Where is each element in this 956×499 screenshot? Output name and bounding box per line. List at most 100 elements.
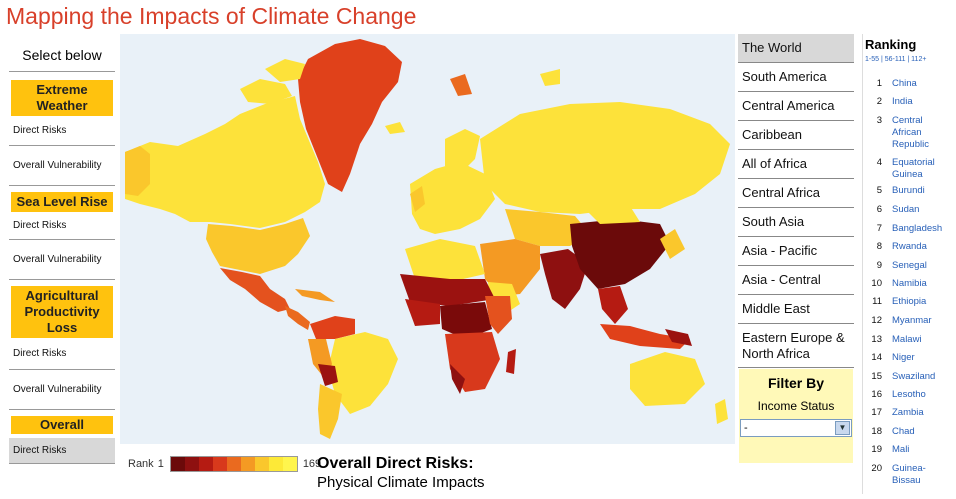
rank-country[interactable]: Lesotho — [892, 389, 926, 400]
sea-level-rise-direct-risks[interactable]: Direct Risks — [9, 212, 115, 240]
region-item-caribbean[interactable]: Caribbean — [738, 121, 854, 150]
ranking-row[interactable]: 8 Rwanda — [865, 241, 952, 253]
region-west-africa — [405, 299, 440, 326]
region-item-eastern-europe-north-africa[interactable]: Eastern Europe & North Africa — [738, 324, 854, 368]
rank-country[interactable]: Mali — [892, 444, 910, 455]
rank-country[interactable]: China — [892, 78, 917, 89]
region-item-all-of-africa[interactable]: All of Africa — [738, 150, 854, 179]
region-uk — [410, 186, 425, 212]
rank-number: 1 — [876, 78, 882, 89]
ranking-panel: Ranking 1-55 | 56-111 | 112+ 1 China 2 Ind… — [862, 34, 952, 494]
region-item-south-america[interactable]: South America — [738, 63, 854, 92]
agricultural-direct-risks[interactable]: Direct Risks — [9, 338, 115, 370]
region-southern-africa — [445, 332, 500, 392]
income-status-select[interactable]: - ▼ — [740, 419, 852, 437]
region-item-central-africa[interactable]: Central Africa — [738, 179, 854, 208]
category-sidebar: Select below Extreme Weather Direct Risk… — [9, 38, 115, 464]
rank-country[interactable]: Myanmar — [892, 315, 932, 326]
category-sea-level-rise[interactable]: Sea Level Rise — [11, 192, 113, 212]
ranking-row[interactable]: 15 Swaziland — [865, 371, 952, 383]
region-brazil — [328, 332, 398, 414]
extreme-weather-direct-risks[interactable]: Direct Risks — [9, 116, 115, 146]
region-svalbard — [450, 74, 472, 96]
ranking-row[interactable]: 6 Sudan — [865, 204, 952, 216]
rank-country[interactable]: Swaziland — [892, 371, 936, 382]
legend-swatch — [240, 457, 255, 471]
region-item-south-asia[interactable]: South Asia — [738, 208, 854, 237]
ranking-row[interactable]: 13 Malawi — [865, 334, 952, 346]
rank-country[interactable]: Senegal — [892, 260, 927, 271]
rank-country[interactable]: Rwanda — [892, 241, 927, 252]
region-iceland — [385, 122, 405, 134]
rank-country[interactable]: Equatorial Guinea — [892, 157, 935, 180]
region-item-middle-east[interactable]: Middle East — [738, 295, 854, 324]
region-arctic-islands — [240, 79, 292, 104]
rank-country[interactable]: Zambia — [892, 407, 924, 418]
extreme-weather-overall-vulnerability[interactable]: Overall Vulnerability — [9, 146, 115, 186]
world-map-svg[interactable] — [120, 34, 735, 444]
rank-country[interactable]: Guinea-Bissau — [892, 463, 926, 486]
region-arctic-islands-2 — [265, 59, 305, 82]
region-item-asia-central[interactable]: Asia - Central — [738, 266, 854, 295]
rank-country[interactable]: India — [892, 96, 913, 107]
ranking-row[interactable]: 18 Chad — [865, 426, 952, 438]
ranking-row[interactable]: 17 Zambia — [865, 407, 952, 419]
ranking-row[interactable]: 12 Myanmar — [865, 315, 952, 327]
region-item-asia-pacific[interactable]: Asia - Pacific — [738, 237, 854, 266]
rank-country[interactable]: Ethiopia — [892, 296, 927, 307]
ranking-row[interactable]: 19 Mali — [865, 444, 952, 456]
overall-direct-risks[interactable]: Direct Risks — [9, 438, 115, 464]
region-item-central-america[interactable]: Central America — [738, 92, 854, 121]
rank-country[interactable]: Sudan — [892, 204, 920, 215]
rank-country[interactable]: Bangladesh — [892, 223, 943, 234]
ranking-pagination[interactable]: 1-55 | 56-111 | 112+ — [865, 56, 927, 63]
ranking-row[interactable]: 4 Equatorial Guinea — [865, 157, 952, 181]
rank-country[interactable]: Niger — [892, 352, 915, 363]
category-overall[interactable]: Overall — [11, 416, 113, 434]
rank-number: 8 — [876, 241, 882, 252]
ranking-row[interactable]: 16 Lesotho — [865, 389, 952, 401]
category-extreme-weather[interactable]: Extreme Weather — [11, 80, 113, 116]
ranking-row[interactable]: 10 Namibia — [865, 278, 952, 290]
rank-country[interactable]: Central African Republic — [892, 115, 929, 150]
sea-level-rise-overall-vulnerability[interactable]: Overall Vulnerability — [9, 240, 115, 280]
region-colombia-venezuela — [310, 316, 355, 339]
chevron-down-icon[interactable]: ▼ — [835, 421, 850, 435]
ranking-row[interactable]: 5 Burundi — [865, 185, 952, 197]
region-bolivia — [318, 364, 338, 386]
ranking-row[interactable]: 9 Senegal — [865, 260, 952, 272]
filter-title: Filter By — [767, 375, 824, 391]
rank-number: 15 — [871, 371, 882, 382]
rank-country[interactable]: Namibia — [892, 278, 927, 289]
ranking-row[interactable]: 7 Bangladesh — [865, 223, 952, 235]
legend-rank-label: Rank — [128, 458, 154, 470]
select-below-label: Select below — [9, 38, 115, 72]
region-mexico — [220, 268, 290, 312]
category-agricultural-productivity-loss[interactable]: Agricultural Productivity Loss — [11, 286, 113, 338]
rank-number: 7 — [876, 223, 882, 234]
region-scandinavia — [445, 129, 480, 174]
ranking-row[interactable]: 1 China — [865, 78, 952, 90]
legend-color-bar — [169, 456, 298, 472]
rank-country[interactable]: Chad — [892, 426, 915, 437]
rank-country[interactable]: Malawi — [892, 334, 922, 345]
rank-country[interactable]: Burundi — [892, 185, 925, 196]
region-indonesia — [600, 324, 690, 349]
legend-swatch — [184, 457, 199, 471]
ranking-row[interactable]: 11 Ethiopia — [865, 296, 952, 308]
rank-number: 11 — [872, 296, 882, 307]
region-list: The World South America Central America … — [738, 34, 854, 368]
ranking-row[interactable]: 20 Guinea-Bissau — [865, 463, 952, 487]
ranking-row[interactable]: 14 Niger — [865, 352, 952, 364]
region-europe — [410, 162, 495, 234]
rank-number: 4 — [876, 157, 882, 168]
ranking-row[interactable]: 3 Central African Republic — [865, 115, 952, 151]
legend-swatch — [268, 457, 283, 471]
agricultural-overall-vulnerability[interactable]: Overall Vulnerability — [9, 370, 115, 410]
world-map[interactable] — [120, 34, 735, 444]
ranking-row[interactable]: 2 India — [865, 96, 952, 108]
region-item-the-world[interactable]: The World — [738, 34, 854, 63]
legend-swatch — [170, 457, 185, 471]
region-usa — [206, 218, 310, 274]
region-south-africa — [450, 364, 465, 394]
